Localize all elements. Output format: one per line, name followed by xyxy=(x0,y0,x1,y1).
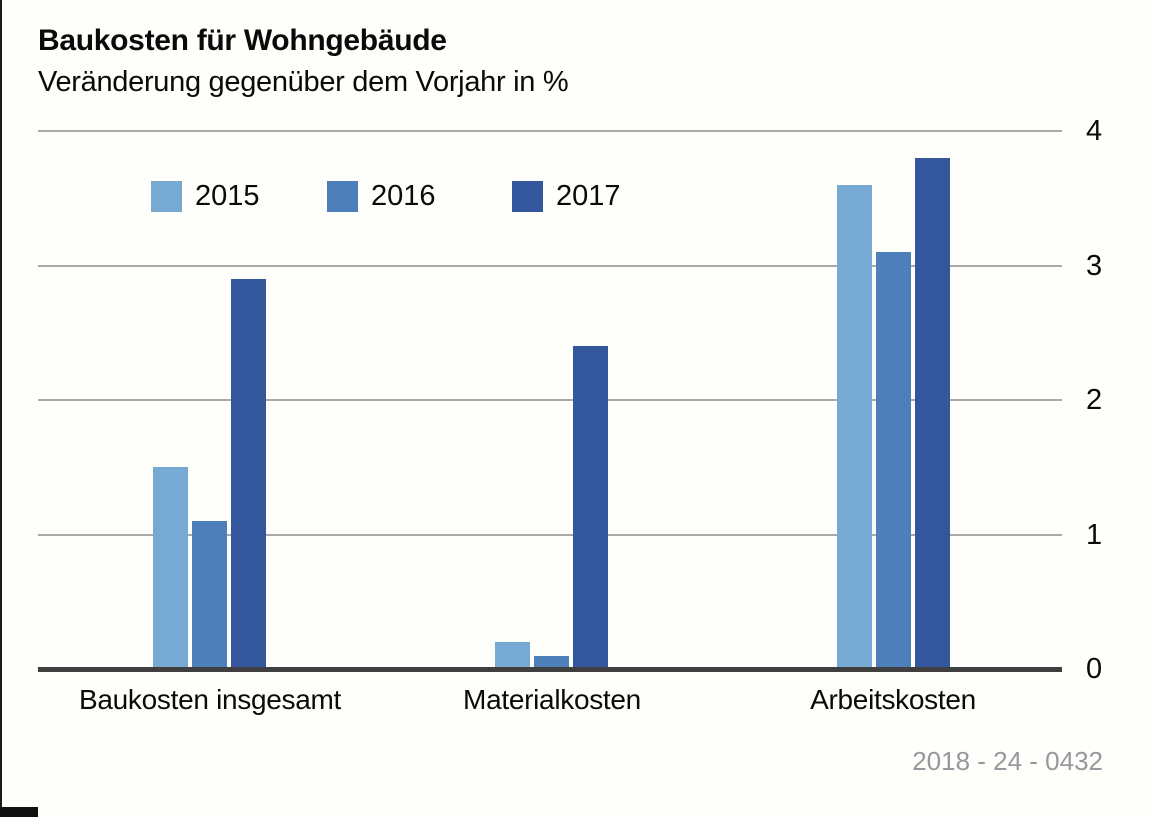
legend-swatch-2015 xyxy=(151,181,182,212)
bar-2017-2 xyxy=(915,158,950,669)
page-subtitle: Veränderung gegenüber dem Vorjahr in % xyxy=(38,66,569,98)
bar-2016-1 xyxy=(534,656,569,669)
category-label-2: Arbeitskosten xyxy=(810,684,976,715)
page-title: Baukosten für Wohngebäude xyxy=(38,24,447,57)
legend-label-2017: 2017 xyxy=(556,180,621,212)
bar-2015-0 xyxy=(153,467,188,669)
bar-2016-0 xyxy=(192,521,227,669)
gridline-1 xyxy=(38,533,1062,536)
legend-swatch-2016 xyxy=(327,181,358,212)
y-axis-tick-label-3: 3 xyxy=(1086,249,1103,282)
bar-2015-1 xyxy=(495,642,530,669)
bottom-left-corner-mark xyxy=(0,807,38,817)
x-axis-line xyxy=(38,667,1062,672)
category-label-0: Baukosten insgesamt xyxy=(78,684,342,715)
bar-2016-2 xyxy=(876,252,911,669)
legend-label-2016: 2016 xyxy=(371,180,436,212)
gridline-4 xyxy=(38,130,1062,132)
gridline-3 xyxy=(38,264,1062,267)
category-label-1: Materialkosten xyxy=(463,684,641,715)
y-axis-tick-label-1: 1 xyxy=(1086,518,1103,551)
footer-note: 2018 - 24 - 0432 xyxy=(912,746,1103,776)
page-left-border xyxy=(0,0,2,817)
y-axis-tick-label-4: 4 xyxy=(1086,115,1103,147)
bar-2017-1 xyxy=(573,346,608,669)
y-axis-tick-label-0: 0 xyxy=(1086,653,1103,685)
gridline-2 xyxy=(38,399,1062,401)
bar-2017-0 xyxy=(231,279,266,669)
legend-label-2015: 2015 xyxy=(195,180,260,212)
y-axis-tick-label-2: 2 xyxy=(1086,384,1103,416)
legend-swatch-2017 xyxy=(512,181,543,212)
bar-2015-2 xyxy=(837,185,872,669)
